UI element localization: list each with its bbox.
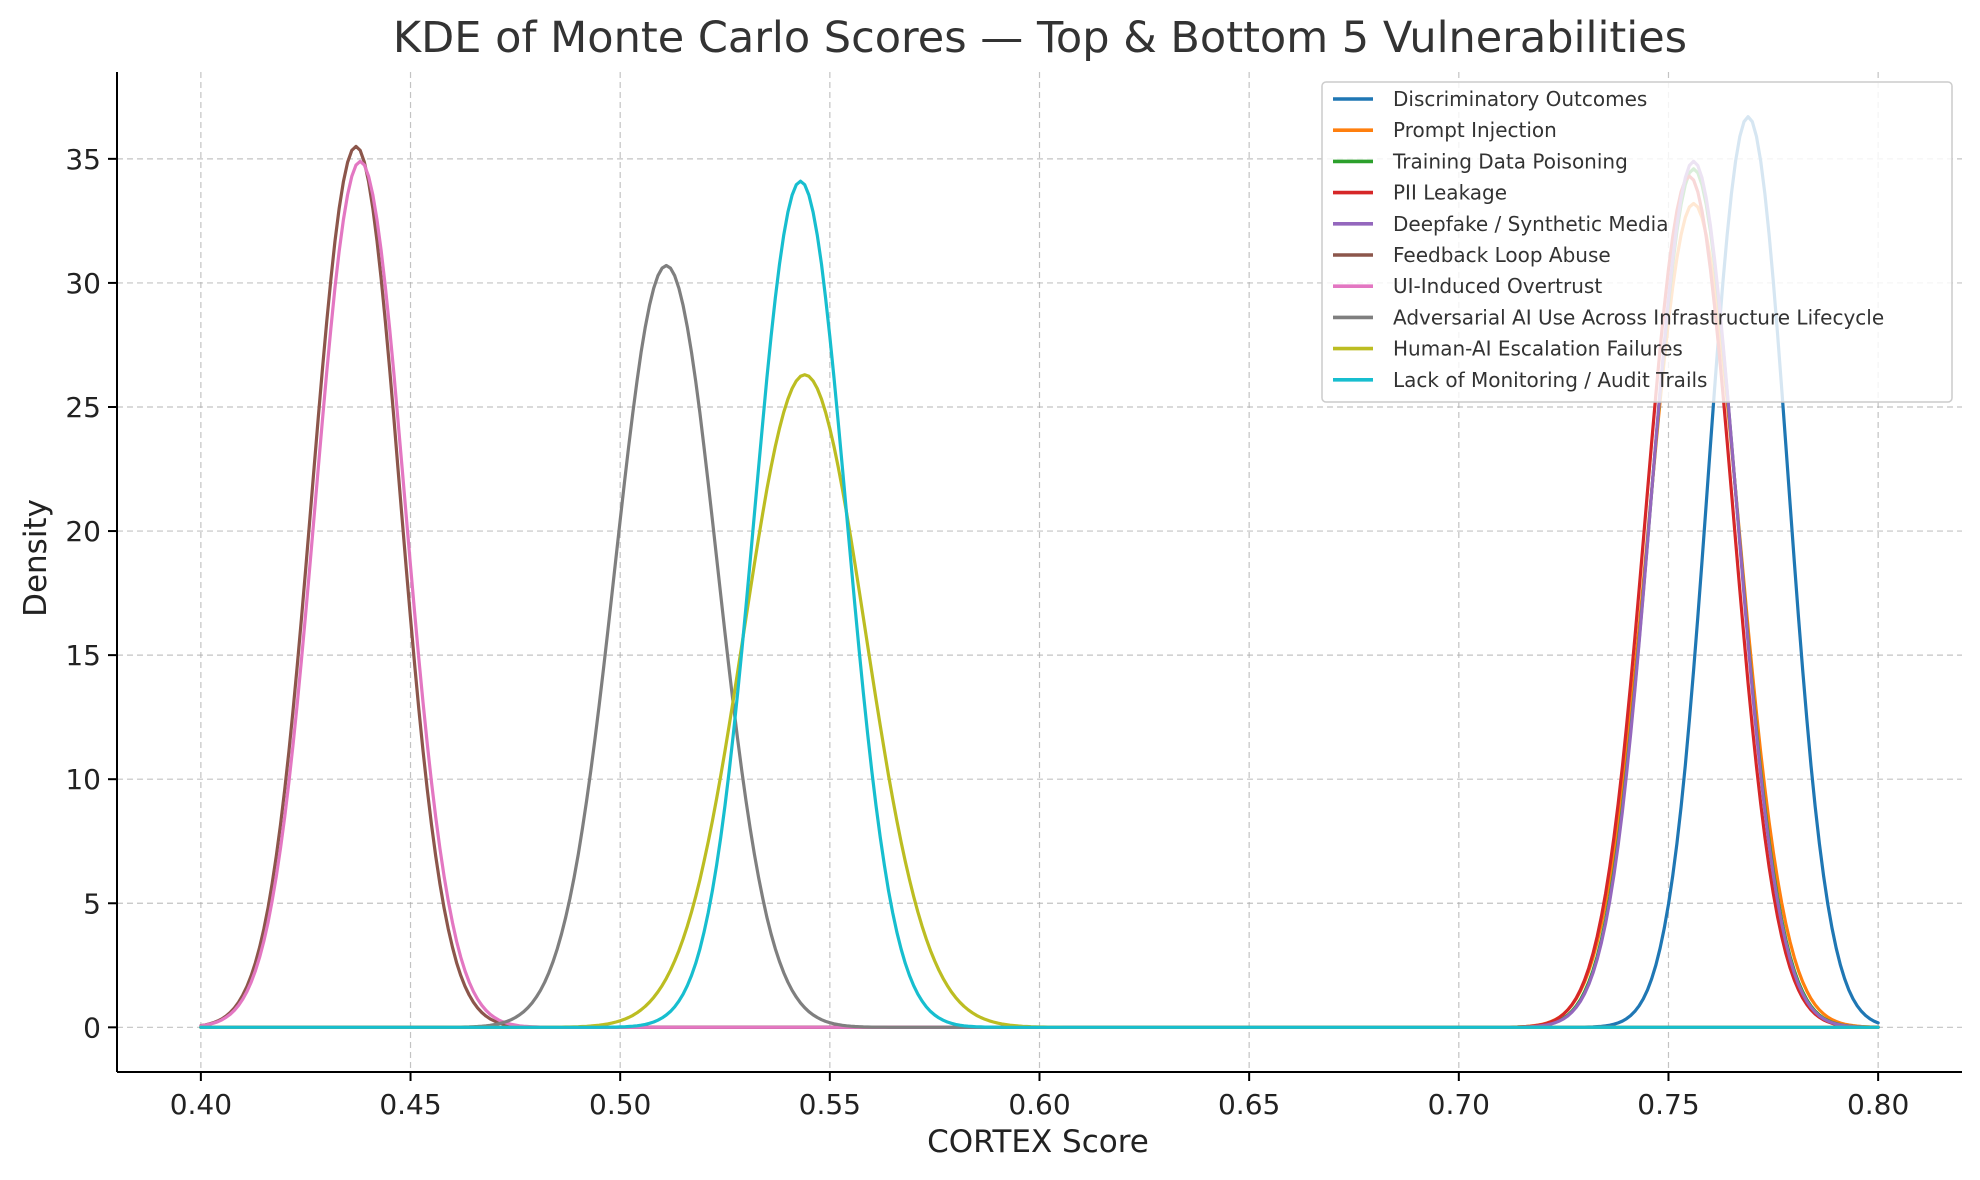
y-tick-label: 35 (65, 143, 101, 176)
x-ticks: 0.40 0.45 0.50 0.55 0.60 0.65 0.70 0.75 0.80 (170, 1072, 1909, 1121)
legend-label: Training Data Poisoning (1392, 149, 1628, 173)
legend-label: Lack of Monitoring / Audit Trails (1393, 368, 1707, 392)
legend-label: Deepfake / Synthetic Media (1393, 212, 1668, 236)
x-tick-label: 0.45 (379, 1088, 441, 1121)
x-tick-label: 0.75 (1637, 1088, 1699, 1121)
y-tick-label: 20 (65, 515, 101, 548)
y-tick-label: 25 (65, 391, 101, 424)
y-tick-label: 30 (65, 267, 101, 300)
series-line (199, 179, 1880, 1029)
legend-label: Feedback Loop Abuse (1393, 243, 1611, 267)
legend-label: Discriminatory Outcomes (1393, 87, 1647, 111)
x-tick-label: 0.55 (799, 1088, 861, 1121)
legend-label: UI-Induced Overtrust (1393, 274, 1602, 298)
x-tick-label: 0.60 (1008, 1088, 1070, 1121)
x-tick-label: 0.65 (1218, 1088, 1280, 1121)
legend-frame (1321, 81, 1953, 403)
y-ticks: 0 5 10 15 20 25 30 35 (65, 143, 117, 1044)
chart-title: KDE of Monte Carlo Scores — Top & Bottom… (393, 13, 1687, 63)
legend-label: PII Leakage (1393, 181, 1507, 205)
y-tick-label: 0 (83, 1011, 101, 1044)
y-tick-label: 5 (83, 887, 101, 920)
x-tick-label: 0.80 (1847, 1088, 1909, 1121)
legend-label: Human-AI Escalation Failures (1393, 337, 1683, 361)
x-axis-label: CORTEX Score (927, 1124, 1149, 1160)
x-tick-label: 0.40 (170, 1088, 232, 1121)
y-axis-label: Density (18, 499, 54, 617)
series-lines (199, 115, 1880, 1029)
x-tick-label: 0.50 (589, 1088, 651, 1121)
legend-items: Discriminatory Outcomes Prompt Injection T… (1333, 87, 1884, 392)
legend-label: Adversarial AI Use Across Infrastructure… (1393, 305, 1884, 329)
legend-label: Prompt Injection (1393, 118, 1557, 142)
x-tick-label: 0.70 (1428, 1088, 1490, 1121)
legend: Discriminatory Outcomes Prompt Injection T… (1321, 81, 1953, 403)
y-tick-label: 15 (65, 639, 101, 672)
y-tick-label: 10 (65, 763, 101, 796)
